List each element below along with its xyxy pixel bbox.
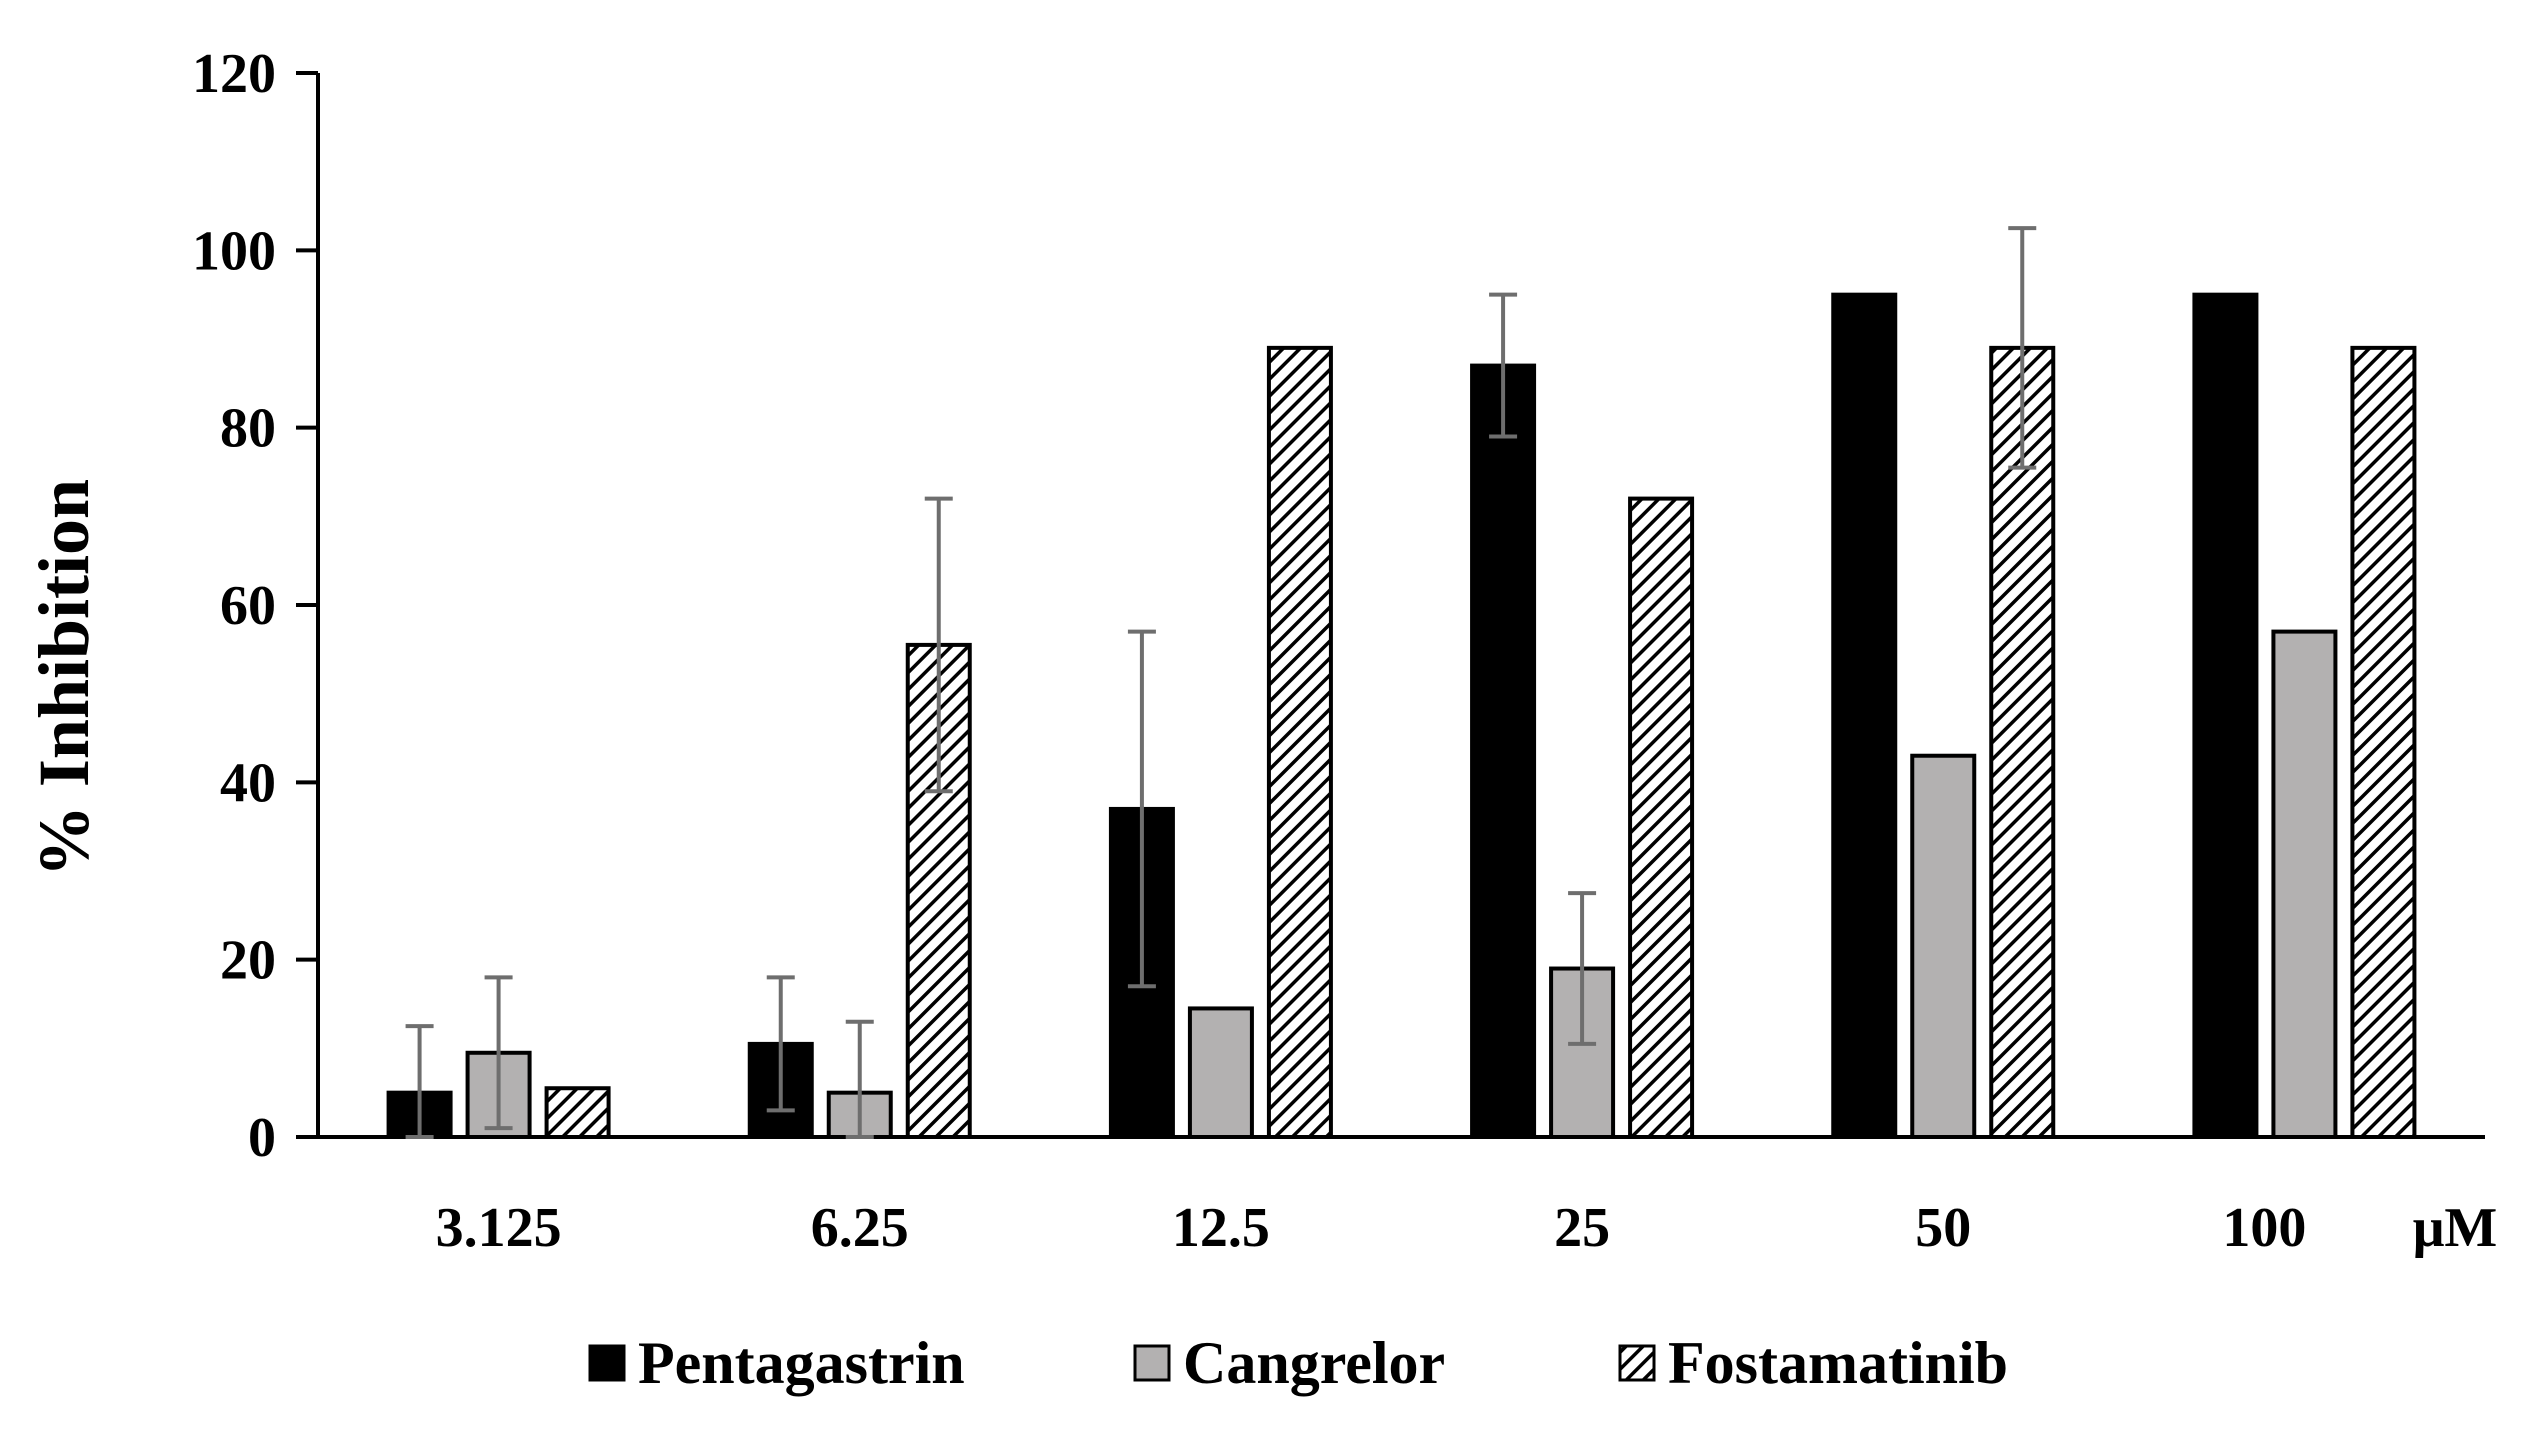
y-tick-label: 0 [248, 1107, 276, 1169]
legend-swatch [588, 1344, 626, 1382]
bar-group: 25 [1470, 292, 1695, 1259]
bar-group: 12.5 [1108, 345, 1333, 1259]
bar-pentagastrin [2192, 292, 2259, 1139]
y-tick-label: 80 [220, 398, 276, 460]
y-tick-label: 120 [192, 43, 276, 105]
y-tick-label: 40 [220, 752, 276, 814]
bar-pentagastrin [1470, 363, 1537, 1140]
y-tick-label: 20 [220, 930, 276, 992]
legend-swatch [1133, 1344, 1171, 1382]
bar-fostamatinib [2350, 345, 2417, 1140]
x-tick-label: 25 [1554, 1197, 1610, 1259]
legend-label: Fostamatinib [1668, 1330, 2008, 1396]
bar-group: 6.25 [747, 496, 972, 1259]
bar-group: 100 [2192, 292, 2417, 1259]
bar-pentagastrin [1831, 292, 1898, 1139]
x-tick-label: 3.125 [436, 1197, 562, 1259]
legend: Pentagastrin Cangrelor Fostamatinib [588, 1330, 2008, 1396]
bar-cangrelor [1910, 753, 1977, 1139]
bar-cangrelor [1187, 1006, 1254, 1140]
bar-fostamatinib [1266, 345, 1333, 1140]
bar-cangrelor [2271, 629, 2338, 1139]
legend-item-cangrelor: Cangrelor [1133, 1330, 1445, 1396]
x-tick-label: 12.5 [1172, 1197, 1270, 1259]
x-axis-unit-label: μM [2413, 1197, 2498, 1259]
y-tick-label: 60 [220, 575, 276, 637]
bar-group: 50 [1831, 226, 2056, 1259]
bar-group: 3.125 [386, 975, 611, 1259]
bar-fostamatinib [544, 1086, 611, 1139]
legend-label: Pentagastrin [638, 1330, 965, 1396]
bar-fostamatinib [1628, 496, 1695, 1140]
bar-fostamatinib [1989, 345, 2056, 1140]
y-axis-title: % Inhibition [24, 479, 104, 877]
x-tick-label: 100 [2222, 1197, 2306, 1259]
legend-item-pentagastrin: Pentagastrin [588, 1330, 965, 1396]
x-tick-label: 6.25 [811, 1197, 909, 1259]
legend-item-fostamatinib: Fostamatinib [1618, 1330, 2008, 1396]
x-tick-label: 50 [1915, 1197, 1971, 1259]
legend-swatch [1618, 1344, 1656, 1382]
y-tick-label: 100 [192, 220, 276, 282]
plot-area: 0 20 40 60 80 100 120 3.125 6.25 12.5 25 50 100 [192, 43, 2485, 1259]
legend-label: Cangrelor [1183, 1330, 1445, 1396]
